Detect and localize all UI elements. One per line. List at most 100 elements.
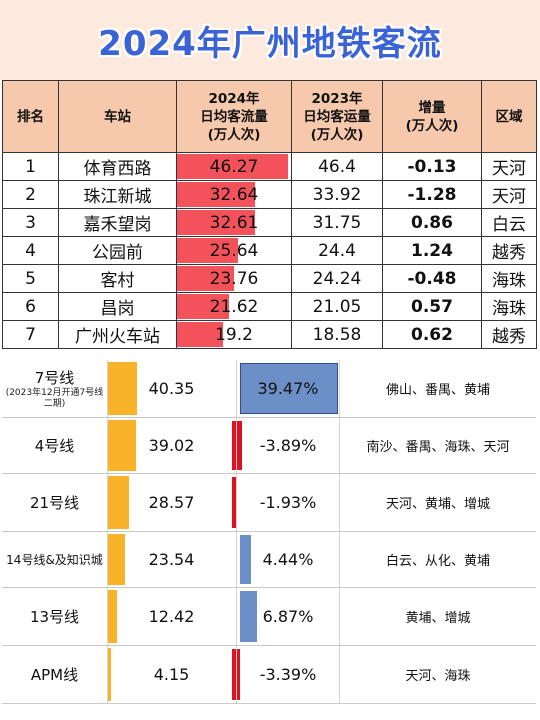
line-row: 4号线 39.02 -3.89% 南沙、番禺、海珠、天河 [2, 418, 536, 474]
column-divider [107, 532, 108, 587]
line-change-cell: 4.44% [238, 532, 338, 587]
district-cell: 海珠 [481, 264, 537, 293]
line-volume-cell: 39.02 [108, 418, 235, 473]
volume-2024-bar [177, 266, 234, 291]
line-volume-cell: 40.35 [108, 360, 235, 417]
line-volume-value: 39.02 [148, 436, 195, 455]
volume-2024-cell: 25.64 [176, 236, 292, 265]
column-divider [107, 588, 108, 645]
station-row: 5 客村 23.76 24.24 -0.48 海珠 [2, 264, 537, 293]
column-divider [107, 418, 108, 473]
delta-cell: 0.86 [382, 208, 482, 237]
line-row: 14号线&及知识城 23.54 4.44% 白云、从化、黄埔 [2, 532, 536, 588]
volume-2024-cell: 32.64 [176, 180, 292, 209]
line-volume-value: 28.57 [148, 493, 195, 512]
line-volume-bar [108, 590, 117, 643]
header-delta: 增量 (万人次) [382, 80, 482, 153]
column-divider [339, 360, 340, 417]
column-divider [339, 588, 340, 645]
line-change-bar [240, 363, 338, 414]
header-2023: 2023年 日均客运量 (万人次) [291, 80, 383, 153]
line-change-cell: -3.89% [232, 418, 338, 473]
station-row: 1 体育西路 46.27 46.4 -0.13 天河 [2, 152, 537, 181]
line-regions-cell: 天河、海珠 [405, 669, 471, 684]
header-line: 2023年 [311, 90, 363, 107]
volume-2024-value: 46.27 [209, 156, 259, 177]
column-divider [107, 360, 108, 417]
volume-2024-value: 32.64 [209, 184, 259, 205]
station-name-cell: 嘉禾望岗 [58, 208, 177, 237]
line-name: APM线 [30, 666, 79, 684]
rank-cell: 1 [2, 152, 59, 181]
line-change-cell: 39.47% [238, 360, 338, 417]
line-name-cell: APM线 [2, 646, 107, 703]
header-line: (万人次) [405, 117, 459, 134]
volume-2024-bar [177, 182, 255, 207]
line-volume-bar [108, 362, 137, 415]
volume-2024-bar [177, 294, 229, 319]
rank-cell: 7 [2, 320, 59, 349]
line-name-cell: 21号线 [2, 474, 107, 531]
line-change-value: -3.89% [259, 436, 317, 455]
line-volume-value: 4.15 [153, 665, 190, 684]
volume-2024-cell: 19.2 [176, 320, 292, 349]
line-volume-bar [108, 534, 125, 585]
delta-cell: -0.13 [382, 152, 482, 181]
column-divider [339, 474, 340, 531]
line-change-cell: -3.39% [232, 646, 338, 703]
volume-2023-cell: 24.4 [291, 236, 383, 265]
column-divider [107, 646, 108, 703]
volume-2024-bar [177, 210, 255, 235]
delta-cell: -0.48 [382, 264, 482, 293]
header-line: 日均客流量 [200, 108, 268, 125]
header-line: 区域 [495, 108, 523, 125]
volume-2024-cell: 46.27 [176, 152, 292, 181]
volume-2024-cell: 23.76 [176, 264, 292, 293]
volume-2024-value: 21.62 [209, 296, 259, 317]
column-divider [236, 474, 237, 531]
line-name: 4号线 [34, 437, 75, 455]
line-volume-value: 23.54 [148, 550, 195, 569]
line-name: 13号线 [29, 608, 80, 626]
rank-cell: 4 [2, 236, 59, 265]
line-volume-value: 12.42 [148, 607, 195, 626]
volume-2023-cell: 18.58 [291, 320, 383, 349]
stations-table: 排名 车站 2024年 日均客流量 (万人次) 2023年 日均客运量 (万人次) 增量 (万人次… [2, 80, 537, 349]
title-banner: 2024年广州地铁客流 [0, 0, 540, 80]
rank-cell: 2 [2, 180, 59, 209]
delta-cell: 1.24 [382, 236, 482, 265]
line-change-value: -3.39% [259, 665, 317, 684]
volume-2024-cell: 21.62 [176, 292, 292, 321]
column-divider [339, 646, 340, 703]
line-change-value: -1.93% [259, 493, 317, 512]
line-regions-cell: 南沙、番禺、海珠、天河 [366, 440, 510, 455]
line-name-cell: 14号线&及知识城 [2, 532, 107, 587]
stations-table-body: 1 体育西路 46.27 46.4 -0.13 天河 2 珠江新城 32.64 33.92 -1.2… [2, 152, 537, 349]
station-row: 4 公园前 25.64 24.4 1.24 越秀 [2, 236, 537, 265]
delta-cell: 0.57 [382, 292, 482, 321]
column-divider [339, 532, 340, 587]
line-name-cell: 4号线 [2, 418, 107, 473]
station-name-cell: 客村 [58, 264, 177, 293]
page-title: 2024年广州地铁客流 [98, 23, 442, 64]
line-row: 7号线 (2023年12月开通7号线二期) 40.35 39.47% 佛山、番禺、黄埔 [2, 360, 536, 418]
line-volume-bar [108, 648, 111, 701]
line-change-cell: -1.93% [232, 474, 338, 531]
district-cell: 越秀 [481, 320, 537, 349]
district-cell: 海珠 [481, 292, 537, 321]
column-divider [236, 532, 237, 587]
line-volume-cell: 28.57 [108, 474, 235, 531]
volume-2023-cell: 21.05 [291, 292, 383, 321]
header-line: (万人次) [207, 126, 261, 143]
line-name-cell: 13号线 [2, 588, 107, 645]
column-divider [236, 418, 237, 473]
district-cell: 天河 [481, 152, 537, 181]
volume-2023-cell: 31.75 [291, 208, 383, 237]
rank-cell: 3 [2, 208, 59, 237]
station-name-cell: 体育西路 [58, 152, 177, 181]
line-change-bar [240, 591, 258, 642]
header-line: 增量 [418, 99, 446, 116]
line-regions-cell: 黄埔、增城 [405, 611, 471, 626]
line-change-value: 4.44% [262, 550, 314, 569]
header-line: 2024年 [208, 90, 260, 107]
